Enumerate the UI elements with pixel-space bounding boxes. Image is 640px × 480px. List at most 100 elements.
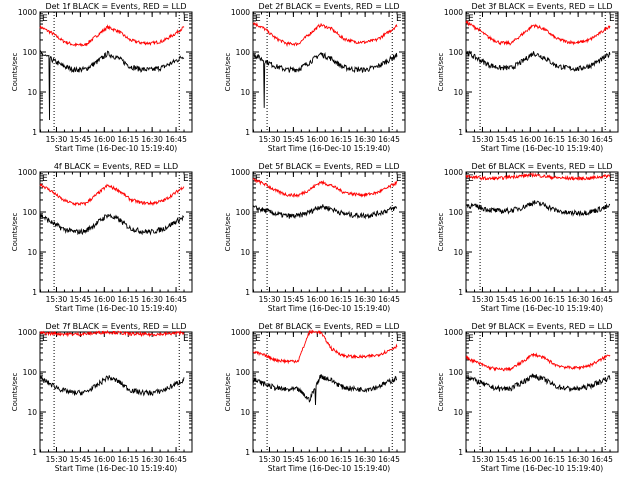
x-axis-label: Start Time (16-Dec-10 15:19:40)	[481, 144, 603, 153]
plot-frame	[252, 171, 406, 293]
panel-5: Det 5f BLACK = Events, RED = LLD 1 10 100 10…	[224, 162, 406, 313]
x-axis-label: Start Time (16-Dec-10 15:19:40)	[268, 144, 390, 153]
x-tick-label: 16:30	[141, 295, 163, 304]
x-tick-label: 16:45	[591, 135, 613, 144]
events-series-line	[39, 50, 185, 121]
marker-label-end: E	[396, 334, 402, 344]
x-tick-label: 15:30	[259, 135, 281, 144]
marker-label-start: E	[255, 14, 261, 24]
y-tick-label: 1000	[444, 328, 463, 337]
panel-title: Det 1f BLACK = Events, RED = LLD	[45, 2, 186, 11]
x-tick-label: 16:15	[330, 455, 352, 464]
marker-label-start: E	[255, 334, 261, 344]
events-series-line	[252, 51, 398, 108]
marker-label-start: E	[468, 14, 474, 24]
lld-series-line	[252, 22, 398, 48]
lld-series-line	[465, 171, 611, 181]
y-tick-label: 1000	[444, 168, 463, 177]
x-tick-label: 16:30	[141, 135, 163, 144]
x-tick-label: 16:30	[354, 455, 376, 464]
events-series-line	[39, 375, 185, 397]
x-tick-label: 16:00	[93, 135, 115, 144]
marker-label-start: E	[255, 174, 261, 184]
x-tick-label: 15:45	[283, 455, 305, 464]
plot-frame	[465, 331, 619, 453]
x-tick-label: 15:30	[259, 455, 281, 464]
x-tick-label: 16:30	[354, 135, 376, 144]
x-tick-label: 15:45	[496, 135, 518, 144]
x-tick-label: 16:00	[519, 295, 541, 304]
lld-series-line	[39, 24, 185, 48]
y-tick-label: 1000	[231, 168, 250, 177]
y-tick-label: 10	[240, 408, 250, 417]
x-tick-label: 16:00	[519, 455, 541, 464]
x-tick-label: 15:45	[496, 455, 518, 464]
panel-title: Det 8f BLACK = Events, RED = LLD	[258, 322, 399, 331]
x-tick-label: 15:30	[259, 295, 281, 304]
x-tick-label: 16:45	[165, 455, 187, 464]
panel-title: 4f BLACK = Events, RED = LLD	[54, 162, 178, 171]
x-tick-label: 15:45	[70, 295, 92, 304]
x-tick-label: 16:15	[117, 295, 139, 304]
marker-label-end: E	[609, 334, 615, 344]
x-axis-label: Start Time (16-Dec-10 15:19:40)	[481, 464, 603, 473]
x-tick-label: 16:45	[378, 135, 400, 144]
x-tick-label: 15:45	[283, 135, 305, 144]
y-tick-label: 10	[240, 248, 250, 257]
events-series-line	[465, 200, 611, 218]
x-tick-label: 16:45	[378, 295, 400, 304]
marker-label-end: E	[609, 174, 615, 184]
x-axis-label: Start Time (16-Dec-10 15:19:40)	[268, 464, 390, 473]
marker-label-end: E	[183, 174, 189, 184]
marker-label-end: E	[609, 14, 615, 24]
marker-label-end: E	[183, 334, 189, 344]
lld-series-line	[39, 329, 185, 338]
x-tick-label: 16:45	[378, 455, 400, 464]
x-tick-label: 15:45	[283, 295, 305, 304]
x-tick-label: 15:30	[472, 455, 494, 464]
events-series-line	[252, 374, 397, 406]
y-axis-label: Counts/sec	[11, 53, 19, 92]
x-tick-label: 16:45	[591, 455, 613, 464]
x-tick-label: 16:30	[567, 295, 589, 304]
x-axis-label: Start Time (16-Dec-10 15:19:40)	[55, 144, 177, 153]
y-tick-label: 10	[453, 248, 463, 257]
x-axis-label: Start Time (16-Dec-10 15:19:40)	[55, 304, 177, 313]
y-axis-label: Counts/sec	[437, 213, 445, 252]
events-series-line	[465, 50, 611, 72]
marker-label-start: E	[42, 174, 48, 184]
y-axis-label: Counts/sec	[224, 213, 232, 252]
panel-2: Det 2f BLACK = Events, RED = LLD 1 10 100 10…	[224, 2, 406, 153]
panel-1: Det 1f BLACK = Events, RED = LLD 1 10 100 10…	[11, 2, 193, 153]
plot-frame	[252, 331, 406, 453]
y-tick-label: 1000	[18, 328, 37, 337]
x-tick-label: 16:30	[141, 455, 163, 464]
y-tick-label: 1	[32, 288, 37, 297]
panel-title: Det 7f BLACK = Events, RED = LLD	[45, 322, 186, 331]
y-axis-label: Counts/sec	[437, 373, 445, 412]
x-axis-label: Start Time (16-Dec-10 15:19:40)	[268, 304, 390, 313]
panel-title: Det 5f BLACK = Events, RED = LLD	[258, 162, 399, 171]
x-tick-label: 16:30	[567, 455, 589, 464]
y-tick-label: 1	[245, 288, 250, 297]
panel-9: Det 9f BLACK = Events, RED = LLD 1 10 100 10…	[437, 322, 619, 473]
marker-label-end: E	[396, 174, 402, 184]
panel-4: 4f BLACK = Events, RED = LLD 1 10 100 1000 15…	[11, 162, 193, 313]
y-tick-label: 1	[245, 128, 250, 137]
x-tick-label: 15:45	[70, 135, 92, 144]
x-tick-label: 16:00	[306, 135, 328, 144]
panel-7: Det 7f BLACK = Events, RED = LLD 1 10 100 10…	[11, 322, 193, 473]
x-tick-label: 16:45	[165, 135, 187, 144]
x-tick-label: 16:45	[165, 295, 187, 304]
y-tick-label: 1000	[231, 328, 250, 337]
x-tick-label: 16:00	[306, 455, 328, 464]
marker-label-start: E	[468, 174, 474, 184]
y-tick-label: 10	[453, 408, 463, 417]
y-tick-label: 1	[458, 128, 463, 137]
lld-series-line	[465, 352, 611, 372]
panel-title: Det 6f BLACK = Events, RED = LLD	[471, 162, 612, 171]
x-tick-label: 15:45	[70, 455, 92, 464]
y-tick-label: 1000	[444, 8, 463, 17]
x-tick-label: 16:30	[354, 295, 376, 304]
